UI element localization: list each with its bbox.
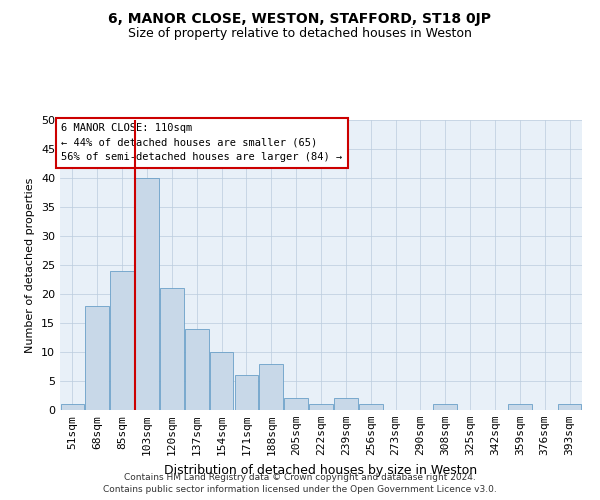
Bar [85,306,109,410]
Bar [259,364,283,410]
Bar [508,404,532,410]
Text: Size of property relative to detached houses in Weston: Size of property relative to detached ho… [128,28,472,40]
Y-axis label: Number of detached properties: Number of detached properties [25,178,35,352]
Bar [433,404,457,410]
Bar [334,398,358,410]
Bar [160,288,184,410]
Bar [210,352,233,410]
Bar [235,375,258,410]
Bar [61,404,84,410]
Text: Contains HM Land Registry data © Crown copyright and database right 2024.: Contains HM Land Registry data © Crown c… [124,472,476,482]
Bar [185,329,209,410]
Bar [135,178,159,410]
Text: Contains public sector information licensed under the Open Government Licence v3: Contains public sector information licen… [103,485,497,494]
Text: 6, MANOR CLOSE, WESTON, STAFFORD, ST18 0JP: 6, MANOR CLOSE, WESTON, STAFFORD, ST18 0… [109,12,491,26]
Text: 6 MANOR CLOSE: 110sqm
← 44% of detached houses are smaller (65)
56% of semi-deta: 6 MANOR CLOSE: 110sqm ← 44% of detached … [61,123,342,162]
Bar [284,398,308,410]
Bar [359,404,383,410]
Bar [309,404,333,410]
Bar [558,404,581,410]
X-axis label: Distribution of detached houses by size in Weston: Distribution of detached houses by size … [164,464,478,476]
Bar [110,271,134,410]
